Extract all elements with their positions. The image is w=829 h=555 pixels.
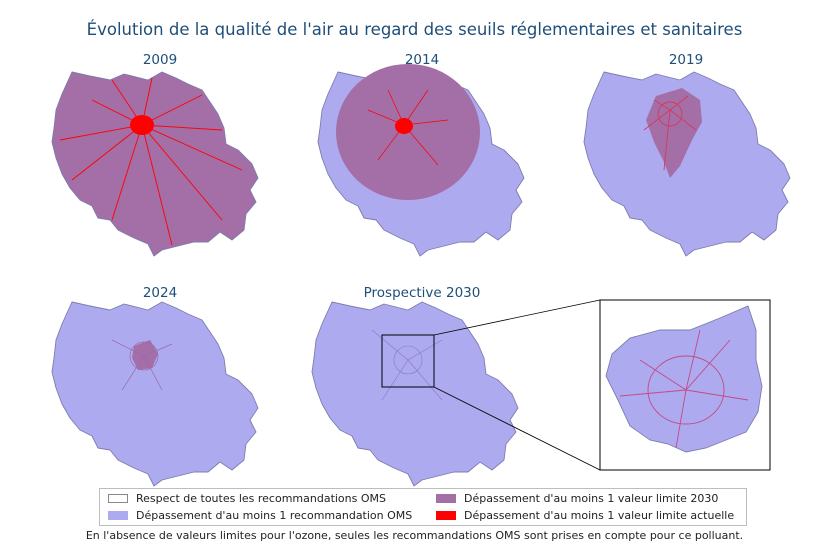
legend-label-limit-current: Dépassement d'au moins 1 valeur limite a… bbox=[464, 509, 735, 522]
zoom-connector-top bbox=[433, 299, 601, 336]
limit-zone-2024 bbox=[132, 340, 158, 370]
region-2030 bbox=[311, 301, 519, 487]
zoom-box bbox=[381, 334, 435, 388]
road-network-2024 bbox=[111, 339, 173, 391]
legend-swatch-oms-ok bbox=[108, 494, 128, 503]
panel-label-2024: 2024 bbox=[142, 285, 178, 301]
map-2014 bbox=[317, 64, 525, 257]
map-2024 bbox=[51, 301, 259, 487]
road-network-2019 bbox=[643, 95, 697, 171]
region-2024 bbox=[51, 301, 259, 487]
inset-region bbox=[605, 305, 763, 453]
legend-label-oms-ok: Respect de toutes les recommandations OM… bbox=[136, 492, 386, 505]
legend-label-limit-2030: Dépassement d'au moins 1 valeur limite 2… bbox=[464, 492, 719, 505]
figure-title: Évolution de la qualité de l'air au rega… bbox=[86, 20, 743, 39]
legend-item-limit-current: Dépassement d'au moins 1 valeur limite a… bbox=[436, 509, 734, 522]
panel-label-2014: 2014 bbox=[404, 52, 440, 68]
panel-label-2030: Prospective 2030 bbox=[363, 285, 481, 301]
panel-label-2019: 2019 bbox=[668, 52, 704, 68]
legend-item-oms-ok: Respect de toutes les recommandations OM… bbox=[108, 492, 386, 505]
hotspot-2014 bbox=[395, 118, 413, 134]
limit-zone-2019 bbox=[646, 88, 702, 178]
legend-item-limit-2030: Dépassement d'au moins 1 valeur limite 2… bbox=[436, 492, 718, 505]
map-2019 bbox=[583, 71, 791, 257]
legend-label-oms-exceed: Dépassement d'au moins 1 recommandation … bbox=[136, 509, 413, 522]
road-network-2009 bbox=[59, 77, 243, 246]
road-network-2014 bbox=[367, 89, 449, 166]
panel-label-2009: 2009 bbox=[142, 52, 178, 68]
footnote: En l'absence de valeurs limites pour l'o… bbox=[85, 529, 744, 542]
legend: Respect de toutes les recommandations OM… bbox=[99, 488, 747, 526]
road-network-2030 bbox=[371, 329, 443, 401]
map-2009 bbox=[51, 71, 259, 257]
region-2009 bbox=[51, 71, 259, 257]
hotspot-2009 bbox=[130, 115, 154, 135]
inset-roads bbox=[619, 329, 749, 449]
inset-panel bbox=[599, 299, 771, 471]
legend-swatch-limit-2030 bbox=[436, 494, 456, 503]
legend-swatch-oms-exceed bbox=[108, 511, 128, 520]
legend-swatch-limit-current bbox=[436, 511, 456, 520]
map-2030 bbox=[311, 301, 519, 487]
zoom-connector-bottom bbox=[433, 386, 601, 471]
legend-item-oms-exceed: Dépassement d'au moins 1 recommandation … bbox=[108, 509, 412, 522]
